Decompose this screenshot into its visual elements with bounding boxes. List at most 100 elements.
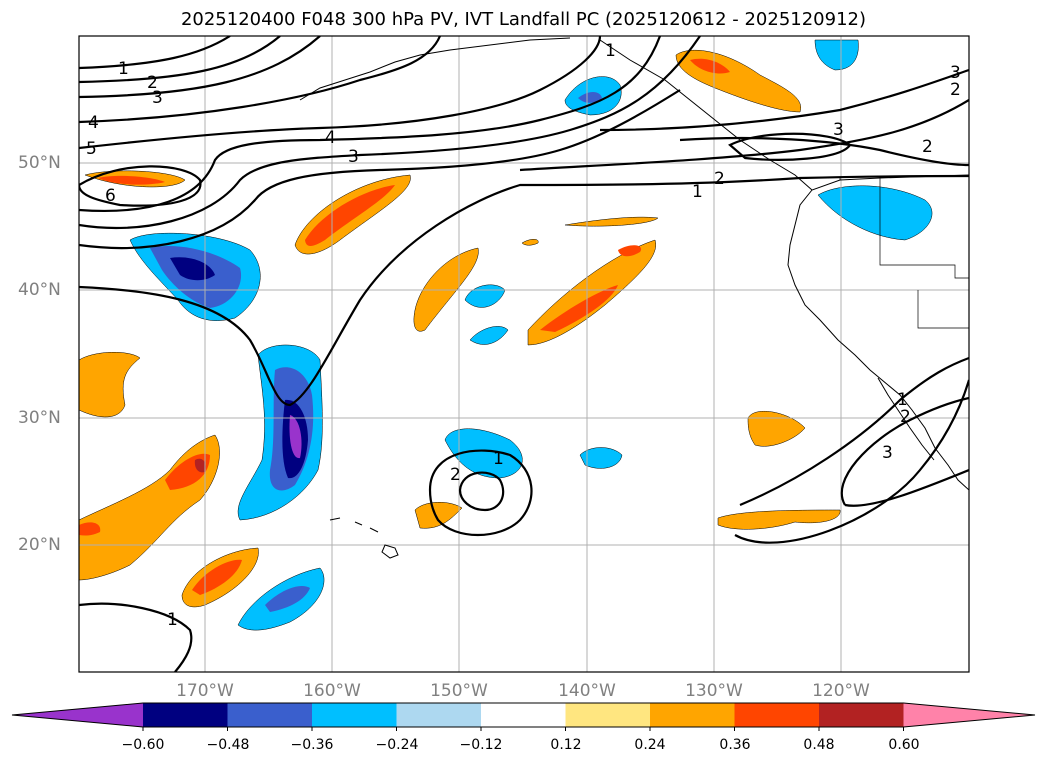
map-panel: 1 2 3 4 5 6 1 2 3 4 3 2 1 2 3 1 2 1 2 3 … xyxy=(78,35,970,673)
lat-label-40n: 40°N xyxy=(18,280,61,300)
lat-label-50n: 50°N xyxy=(18,153,61,173)
ivt-contours xyxy=(79,36,969,672)
colorbar-outline xyxy=(11,702,1036,728)
state-borders xyxy=(839,178,969,329)
colorbar-tick: −0.36 xyxy=(290,737,334,753)
lon-label-140w: 140°W xyxy=(558,681,616,701)
graticule xyxy=(79,36,969,672)
contour-2-east-b xyxy=(679,136,969,167)
negative-ne-1b xyxy=(578,92,602,103)
contour-circle-2 xyxy=(458,471,505,512)
shaded-fields xyxy=(79,39,933,631)
positive-east-1 xyxy=(747,411,806,447)
colorbar-tick: −0.24 xyxy=(375,737,419,753)
contour-3-southeast xyxy=(840,396,969,507)
positive-east-2 xyxy=(717,509,841,530)
contour-label: 3 xyxy=(833,120,844,140)
contour-label: 2 xyxy=(900,407,911,427)
map-frame xyxy=(78,35,970,673)
lat-label-20n: 20°N xyxy=(18,535,61,555)
positive-ridge-2 xyxy=(305,185,395,246)
colorbar-tick: −0.12 xyxy=(459,737,503,753)
negative-trough-4 xyxy=(289,415,302,459)
lon-label-160w: 160°W xyxy=(303,681,361,701)
contour-circle-1 xyxy=(428,449,533,537)
contour-label: 1 xyxy=(897,390,908,410)
colorbar-segment xyxy=(565,703,651,727)
colorbar-segment xyxy=(650,703,735,727)
contour-1-south xyxy=(79,602,193,672)
positive-west-low-3 xyxy=(194,458,206,473)
contour-2-east xyxy=(519,99,969,172)
negative-center-3 xyxy=(469,326,509,345)
positive-ne-2 xyxy=(690,58,730,74)
contour-label: 3 xyxy=(152,88,163,108)
contour-5-north xyxy=(79,36,602,150)
positive-west-mid xyxy=(79,351,141,418)
contour-label: 2 xyxy=(450,465,461,485)
contour-1-southeast xyxy=(734,379,969,544)
contour-1-north xyxy=(79,36,231,70)
positive-west-north-2 xyxy=(98,175,165,185)
colorbar-segment xyxy=(227,703,313,727)
contour-label: 1 xyxy=(493,449,504,469)
colorbar-tick: 0.12 xyxy=(550,737,582,753)
alaska-coast xyxy=(299,37,571,101)
contour-label: 2 xyxy=(950,80,961,100)
hawaii-islands xyxy=(329,517,399,559)
map-title: 2025120400 F048 300 hPa PV, IVT Landfall… xyxy=(180,9,867,30)
positive-center-2b xyxy=(540,285,618,332)
colorbar-extend-min xyxy=(12,703,143,727)
colorbar-tick: 0.24 xyxy=(634,737,666,753)
colorbar-tick: −0.48 xyxy=(206,737,250,753)
contour-label: 3 xyxy=(950,63,961,83)
negative-south-2 xyxy=(265,585,310,612)
colorbar-segment xyxy=(396,703,482,727)
lon-label-150w: 150°W xyxy=(430,681,488,701)
contour-ridge-b xyxy=(79,36,701,230)
colorbar-segment xyxy=(481,703,566,727)
negative-ne-2 xyxy=(814,39,859,71)
contour-6-west xyxy=(79,165,202,207)
contour-label: 4 xyxy=(325,128,336,148)
contour-labels: 1 2 3 4 5 6 1 2 3 4 3 2 1 2 3 1 2 1 2 3 … xyxy=(86,41,961,630)
bc-coast xyxy=(599,39,813,191)
contour-label: 3 xyxy=(882,443,893,463)
contour-label: 1 xyxy=(118,59,129,79)
colorbar-tick: 0.48 xyxy=(803,737,835,753)
colorbar-segments xyxy=(11,702,1036,731)
colorbar-segment xyxy=(143,703,228,727)
lon-label-170w: 170°W xyxy=(176,681,234,701)
contour-3-north xyxy=(79,36,321,99)
contour-label: 2 xyxy=(922,137,933,157)
negative-center-4 xyxy=(579,447,623,469)
colorbar-tick: −0.60 xyxy=(121,737,165,753)
contour-label: 1 xyxy=(167,610,178,630)
contour-2-north xyxy=(79,36,281,84)
colorbar-tick: 0.60 xyxy=(888,737,920,753)
contour-3-east xyxy=(599,68,969,132)
contour-label: 1 xyxy=(605,41,616,61)
colorbar-segment xyxy=(734,703,820,727)
contour-label: 4 xyxy=(88,113,99,133)
north-america-coast xyxy=(787,174,969,491)
positive-west-low-4 xyxy=(79,522,101,536)
positive-streak-2 xyxy=(521,239,539,246)
positive-center-2c xyxy=(618,245,642,257)
contour-label: 6 xyxy=(105,186,116,206)
contour-label: 5 xyxy=(86,139,97,159)
contour-label: 2 xyxy=(147,73,158,93)
baja-coast xyxy=(877,377,935,461)
contour-label: 3 xyxy=(348,147,359,167)
coastlines xyxy=(299,37,969,559)
positive-hawaii xyxy=(414,502,463,529)
negative-blob-west-3 xyxy=(170,257,215,281)
contour-ridge-c xyxy=(79,89,681,250)
lon-label-120w: 120°W xyxy=(812,681,870,701)
colorbar-segment xyxy=(312,703,397,727)
contour-4-north xyxy=(79,36,442,124)
contour-label: 1 xyxy=(692,182,703,202)
negative-ne-3 xyxy=(817,185,933,241)
positive-streak xyxy=(564,216,659,227)
lon-label-130w: 130°W xyxy=(685,681,743,701)
